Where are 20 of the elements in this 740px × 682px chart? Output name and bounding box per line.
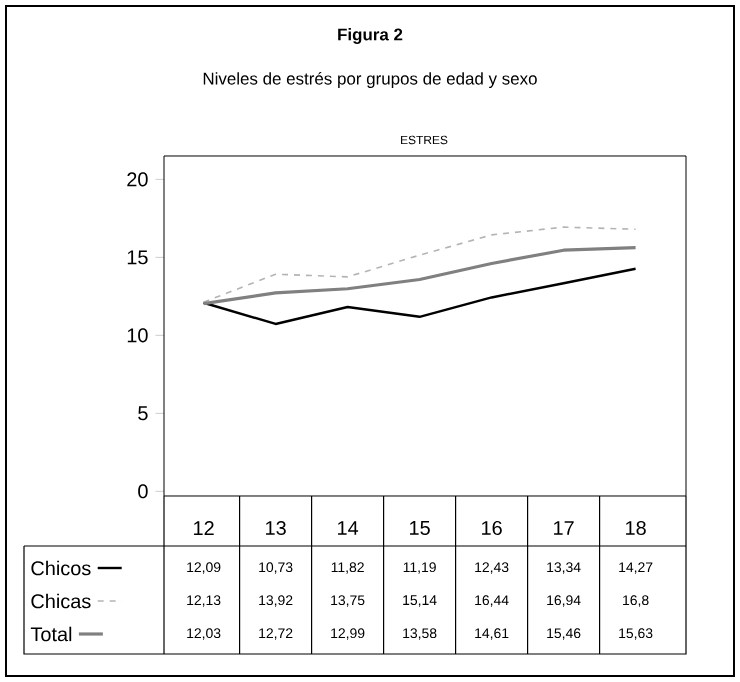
x-tick-label: 16 [482,520,502,536]
legend-label: Chicas [31,593,91,609]
x-tick-label: 14 [338,521,359,535]
y-tick-label: 5 [138,406,148,421]
line-series [202,267,637,326]
x-tick-label: 15 [410,521,430,535]
y-tick-label: 15 [127,250,148,265]
legend-label: Chicos [31,560,91,576]
x-tick-label: 18 [626,520,646,536]
x-tick-label: 13 [266,520,286,536]
legend-label: Total [30,626,72,642]
x-tick-label: 12 [194,521,214,535]
chart-title: Figura 2 [338,28,403,44]
line-series [202,226,637,303]
y-tick-label: 20 [127,172,148,187]
y-tick-label: 10 [127,328,148,343]
chart-subtitle: Niveles de estrés por grupos de edad y sexo [203,72,537,88]
line-series [202,245,638,306]
y-tick-label: 0 [138,484,148,499]
x-tick-label: 17 [554,521,574,535]
